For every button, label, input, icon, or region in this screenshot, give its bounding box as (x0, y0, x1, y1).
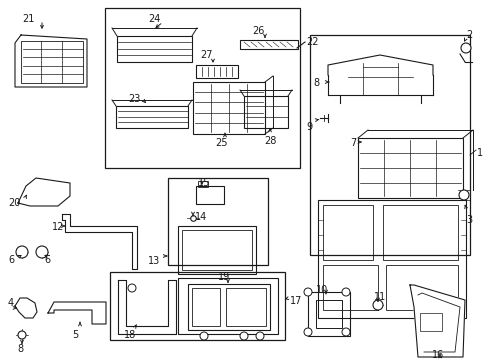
Circle shape (372, 300, 382, 310)
Bar (168, 178, 267, 265)
Text: 18: 18 (124, 330, 136, 340)
Text: 3: 3 (465, 215, 471, 225)
Circle shape (341, 288, 349, 296)
Text: 6: 6 (44, 255, 50, 265)
Bar (178, 226, 256, 274)
Bar (317, 200, 465, 318)
Circle shape (341, 328, 349, 336)
Circle shape (200, 332, 207, 340)
Text: 24: 24 (148, 14, 160, 24)
Circle shape (18, 331, 26, 339)
Bar (192, 288, 220, 326)
Circle shape (16, 246, 28, 258)
Circle shape (304, 328, 311, 336)
Bar (193, 82, 264, 134)
Text: 4: 4 (8, 298, 14, 308)
Text: 8: 8 (17, 344, 23, 354)
Polygon shape (62, 214, 137, 269)
Text: 14: 14 (195, 212, 207, 222)
Circle shape (460, 43, 470, 53)
Circle shape (36, 246, 48, 258)
Bar (419, 313, 441, 331)
Text: 15: 15 (198, 178, 210, 188)
Bar (182, 230, 251, 270)
Text: 9: 9 (305, 122, 311, 132)
Circle shape (128, 284, 136, 292)
Polygon shape (118, 280, 176, 334)
Bar (309, 35, 469, 255)
Text: 20: 20 (8, 198, 20, 208)
Text: 23: 23 (128, 94, 140, 104)
Text: 13: 13 (148, 256, 160, 266)
Text: 6: 6 (8, 255, 14, 265)
Text: 22: 22 (305, 37, 318, 47)
Circle shape (256, 332, 264, 340)
Bar (307, 292, 349, 336)
Bar (385, 265, 457, 310)
Bar (187, 284, 269, 330)
Bar (244, 96, 287, 128)
Text: 25: 25 (215, 138, 227, 148)
Text: 16: 16 (431, 350, 443, 360)
Text: 27: 27 (200, 50, 212, 60)
Bar (225, 288, 265, 326)
Text: 12: 12 (52, 222, 64, 232)
Bar (196, 186, 224, 204)
Circle shape (240, 332, 247, 340)
Bar (315, 300, 341, 328)
Text: 21: 21 (22, 14, 34, 24)
Text: 19: 19 (218, 272, 230, 282)
Bar (357, 138, 462, 198)
Text: 8: 8 (312, 78, 319, 88)
Circle shape (304, 288, 311, 296)
Bar (178, 278, 278, 334)
Bar (196, 65, 238, 78)
Bar (110, 272, 285, 340)
Polygon shape (15, 298, 37, 318)
Bar (198, 181, 207, 187)
Bar (323, 265, 377, 310)
Text: 1: 1 (476, 148, 482, 158)
Text: 17: 17 (289, 296, 302, 306)
Polygon shape (15, 35, 87, 87)
Text: 28: 28 (264, 136, 276, 146)
Bar (323, 205, 372, 260)
Bar (240, 40, 297, 49)
Polygon shape (409, 285, 464, 357)
Text: 10: 10 (315, 285, 327, 295)
Bar (382, 205, 457, 260)
Polygon shape (18, 178, 70, 206)
Text: 5: 5 (72, 330, 78, 340)
Circle shape (458, 190, 468, 200)
Polygon shape (48, 302, 106, 324)
Text: 7: 7 (349, 138, 356, 148)
Polygon shape (327, 55, 432, 95)
Text: 11: 11 (373, 292, 386, 302)
Bar (117, 36, 192, 62)
Text: 26: 26 (251, 26, 264, 36)
Bar (105, 8, 299, 168)
Bar (116, 106, 187, 128)
Text: 2: 2 (465, 30, 471, 40)
Bar (21, 41, 83, 83)
